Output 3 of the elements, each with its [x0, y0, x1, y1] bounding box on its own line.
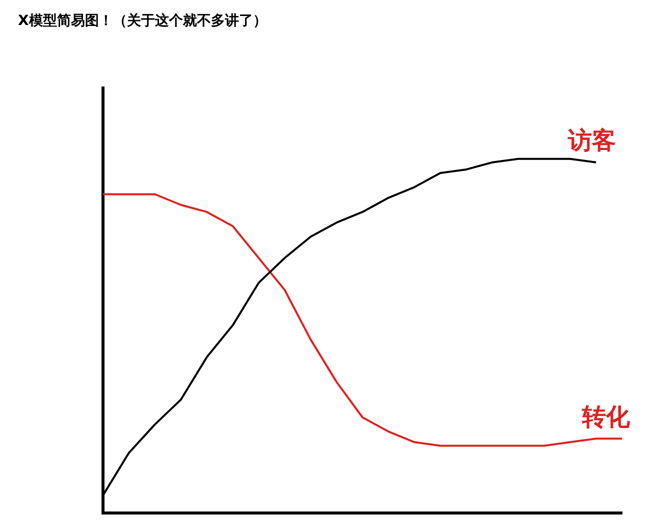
chart-title: X模型简易图！（关于这个就不多讲了）	[17, 12, 268, 31]
series-label: 访客	[567, 126, 616, 155]
series-label: 转化	[581, 402, 631, 431]
